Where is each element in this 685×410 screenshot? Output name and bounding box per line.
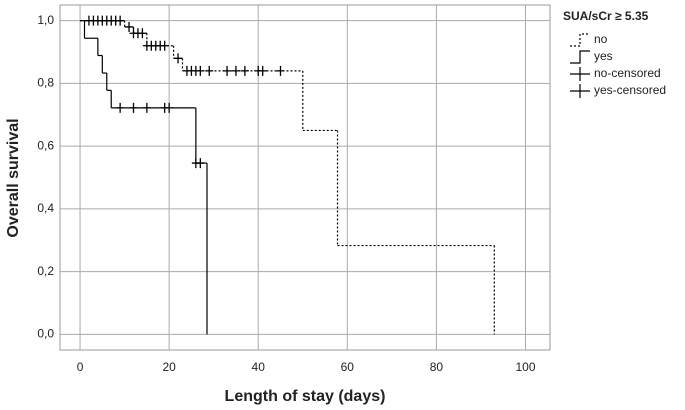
x-tick-label: 20 bbox=[162, 360, 176, 374]
censor-mark bbox=[196, 65, 205, 76]
censor-mark bbox=[125, 21, 134, 32]
legend-symbol bbox=[570, 84, 590, 98]
censor-mark bbox=[196, 158, 205, 169]
legend-label: yes bbox=[594, 49, 613, 63]
legend-label: no-censored bbox=[594, 66, 661, 80]
censor-mark bbox=[138, 28, 147, 39]
x-tick-label: 60 bbox=[341, 360, 355, 374]
x-tick-label: 100 bbox=[515, 360, 535, 374]
y-tick-label: 0,6 bbox=[37, 138, 54, 152]
plot-area bbox=[59, 4, 551, 351]
censor-mark bbox=[142, 102, 151, 113]
y-tick-label: 1,0 bbox=[37, 13, 54, 27]
censor-mark bbox=[223, 65, 232, 76]
censor-mark bbox=[116, 15, 125, 26]
censor-mark bbox=[240, 65, 249, 76]
censor-mark bbox=[258, 65, 267, 76]
legend-symbol bbox=[570, 33, 590, 47]
legend-symbol bbox=[570, 67, 590, 81]
legend-label: no bbox=[594, 32, 608, 46]
censor-mark bbox=[231, 65, 240, 76]
censor-mark bbox=[116, 102, 125, 113]
x-axis-title: Length of stay (days) bbox=[225, 388, 386, 405]
censor-mark bbox=[160, 40, 169, 51]
y-tick-label: 0,0 bbox=[37, 326, 54, 340]
censor-mark bbox=[165, 102, 174, 113]
y-tick-label: 0,4 bbox=[37, 201, 54, 215]
y-tick-label: 0,8 bbox=[37, 76, 54, 90]
legend-symbol bbox=[570, 50, 590, 64]
censor-mark bbox=[129, 102, 138, 113]
legend-title: SUA/sCr ≥ 5.35 bbox=[563, 9, 649, 23]
censor-mark bbox=[205, 65, 214, 76]
x-tick-label: 40 bbox=[252, 360, 266, 374]
legend-label: yes-censored bbox=[594, 83, 666, 97]
censor-mark bbox=[276, 65, 285, 76]
y-tick-label: 0,2 bbox=[37, 264, 54, 278]
x-tick-label: 0 bbox=[77, 360, 84, 374]
censor-mark bbox=[174, 53, 183, 64]
y-axis-title: Overall survival bbox=[5, 118, 22, 237]
x-tick-label: 80 bbox=[430, 360, 444, 374]
